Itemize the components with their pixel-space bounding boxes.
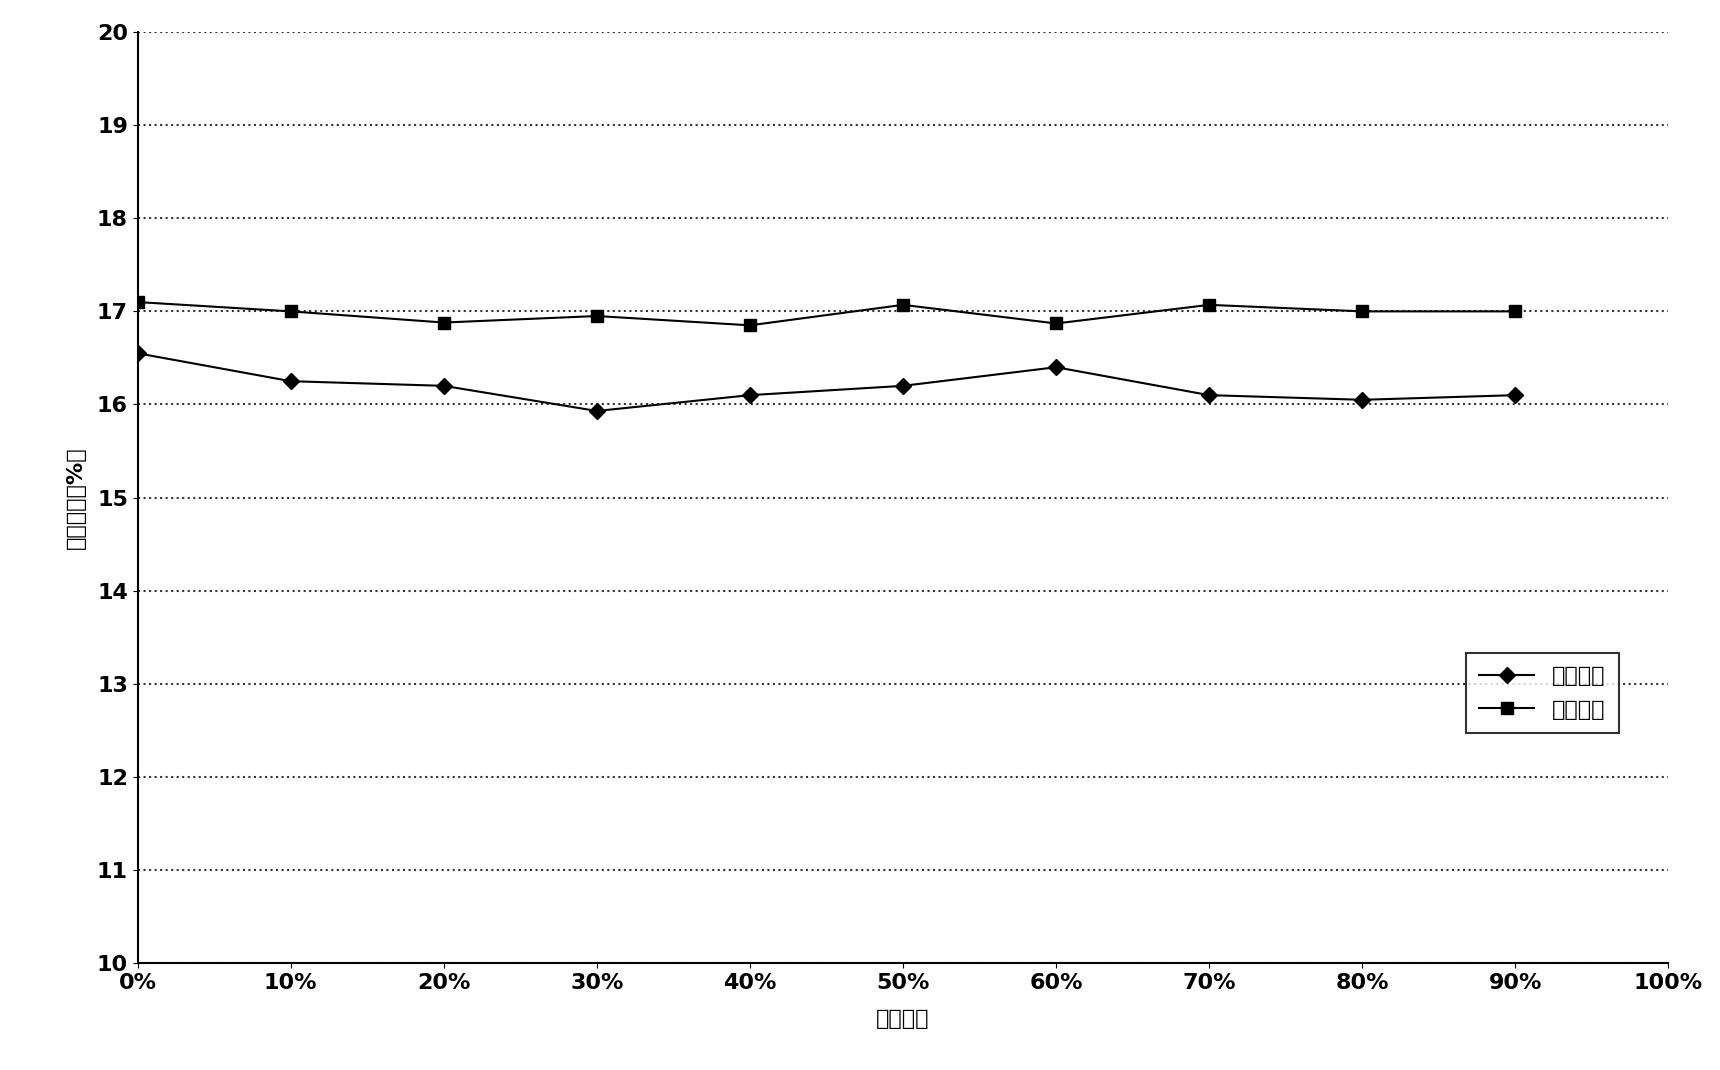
实施例一 [1352, 305, 1373, 318]
对比例一 [433, 380, 454, 393]
实施例一 [433, 316, 454, 328]
实施例一 [1046, 317, 1066, 330]
实施例一 [1505, 305, 1526, 318]
实施例一 [127, 295, 148, 308]
X-axis label: 凝固分率: 凝固分率 [875, 1009, 931, 1029]
实施例一 [893, 299, 913, 311]
对比例一 [1199, 388, 1219, 401]
对比例一 [127, 347, 148, 360]
对比例一 [1352, 394, 1373, 407]
Y-axis label: 转换效率（%）: 转换效率（%） [65, 446, 86, 549]
对比例一 [893, 380, 913, 393]
对比例一 [1505, 388, 1526, 401]
对比例一 [740, 388, 760, 401]
实施例一 [740, 319, 760, 332]
实施例一 [280, 305, 301, 318]
对比例一 [587, 404, 607, 417]
对比例一 [1046, 361, 1066, 373]
Legend: 对比例一, 实施例一: 对比例一, 实施例一 [1465, 653, 1619, 733]
Line: 对比例一: 对比例一 [132, 348, 1520, 416]
实施例一 [587, 309, 607, 322]
对比例一 [280, 374, 301, 387]
Line: 实施例一: 实施例一 [132, 296, 1520, 331]
实施例一 [1199, 299, 1219, 311]
